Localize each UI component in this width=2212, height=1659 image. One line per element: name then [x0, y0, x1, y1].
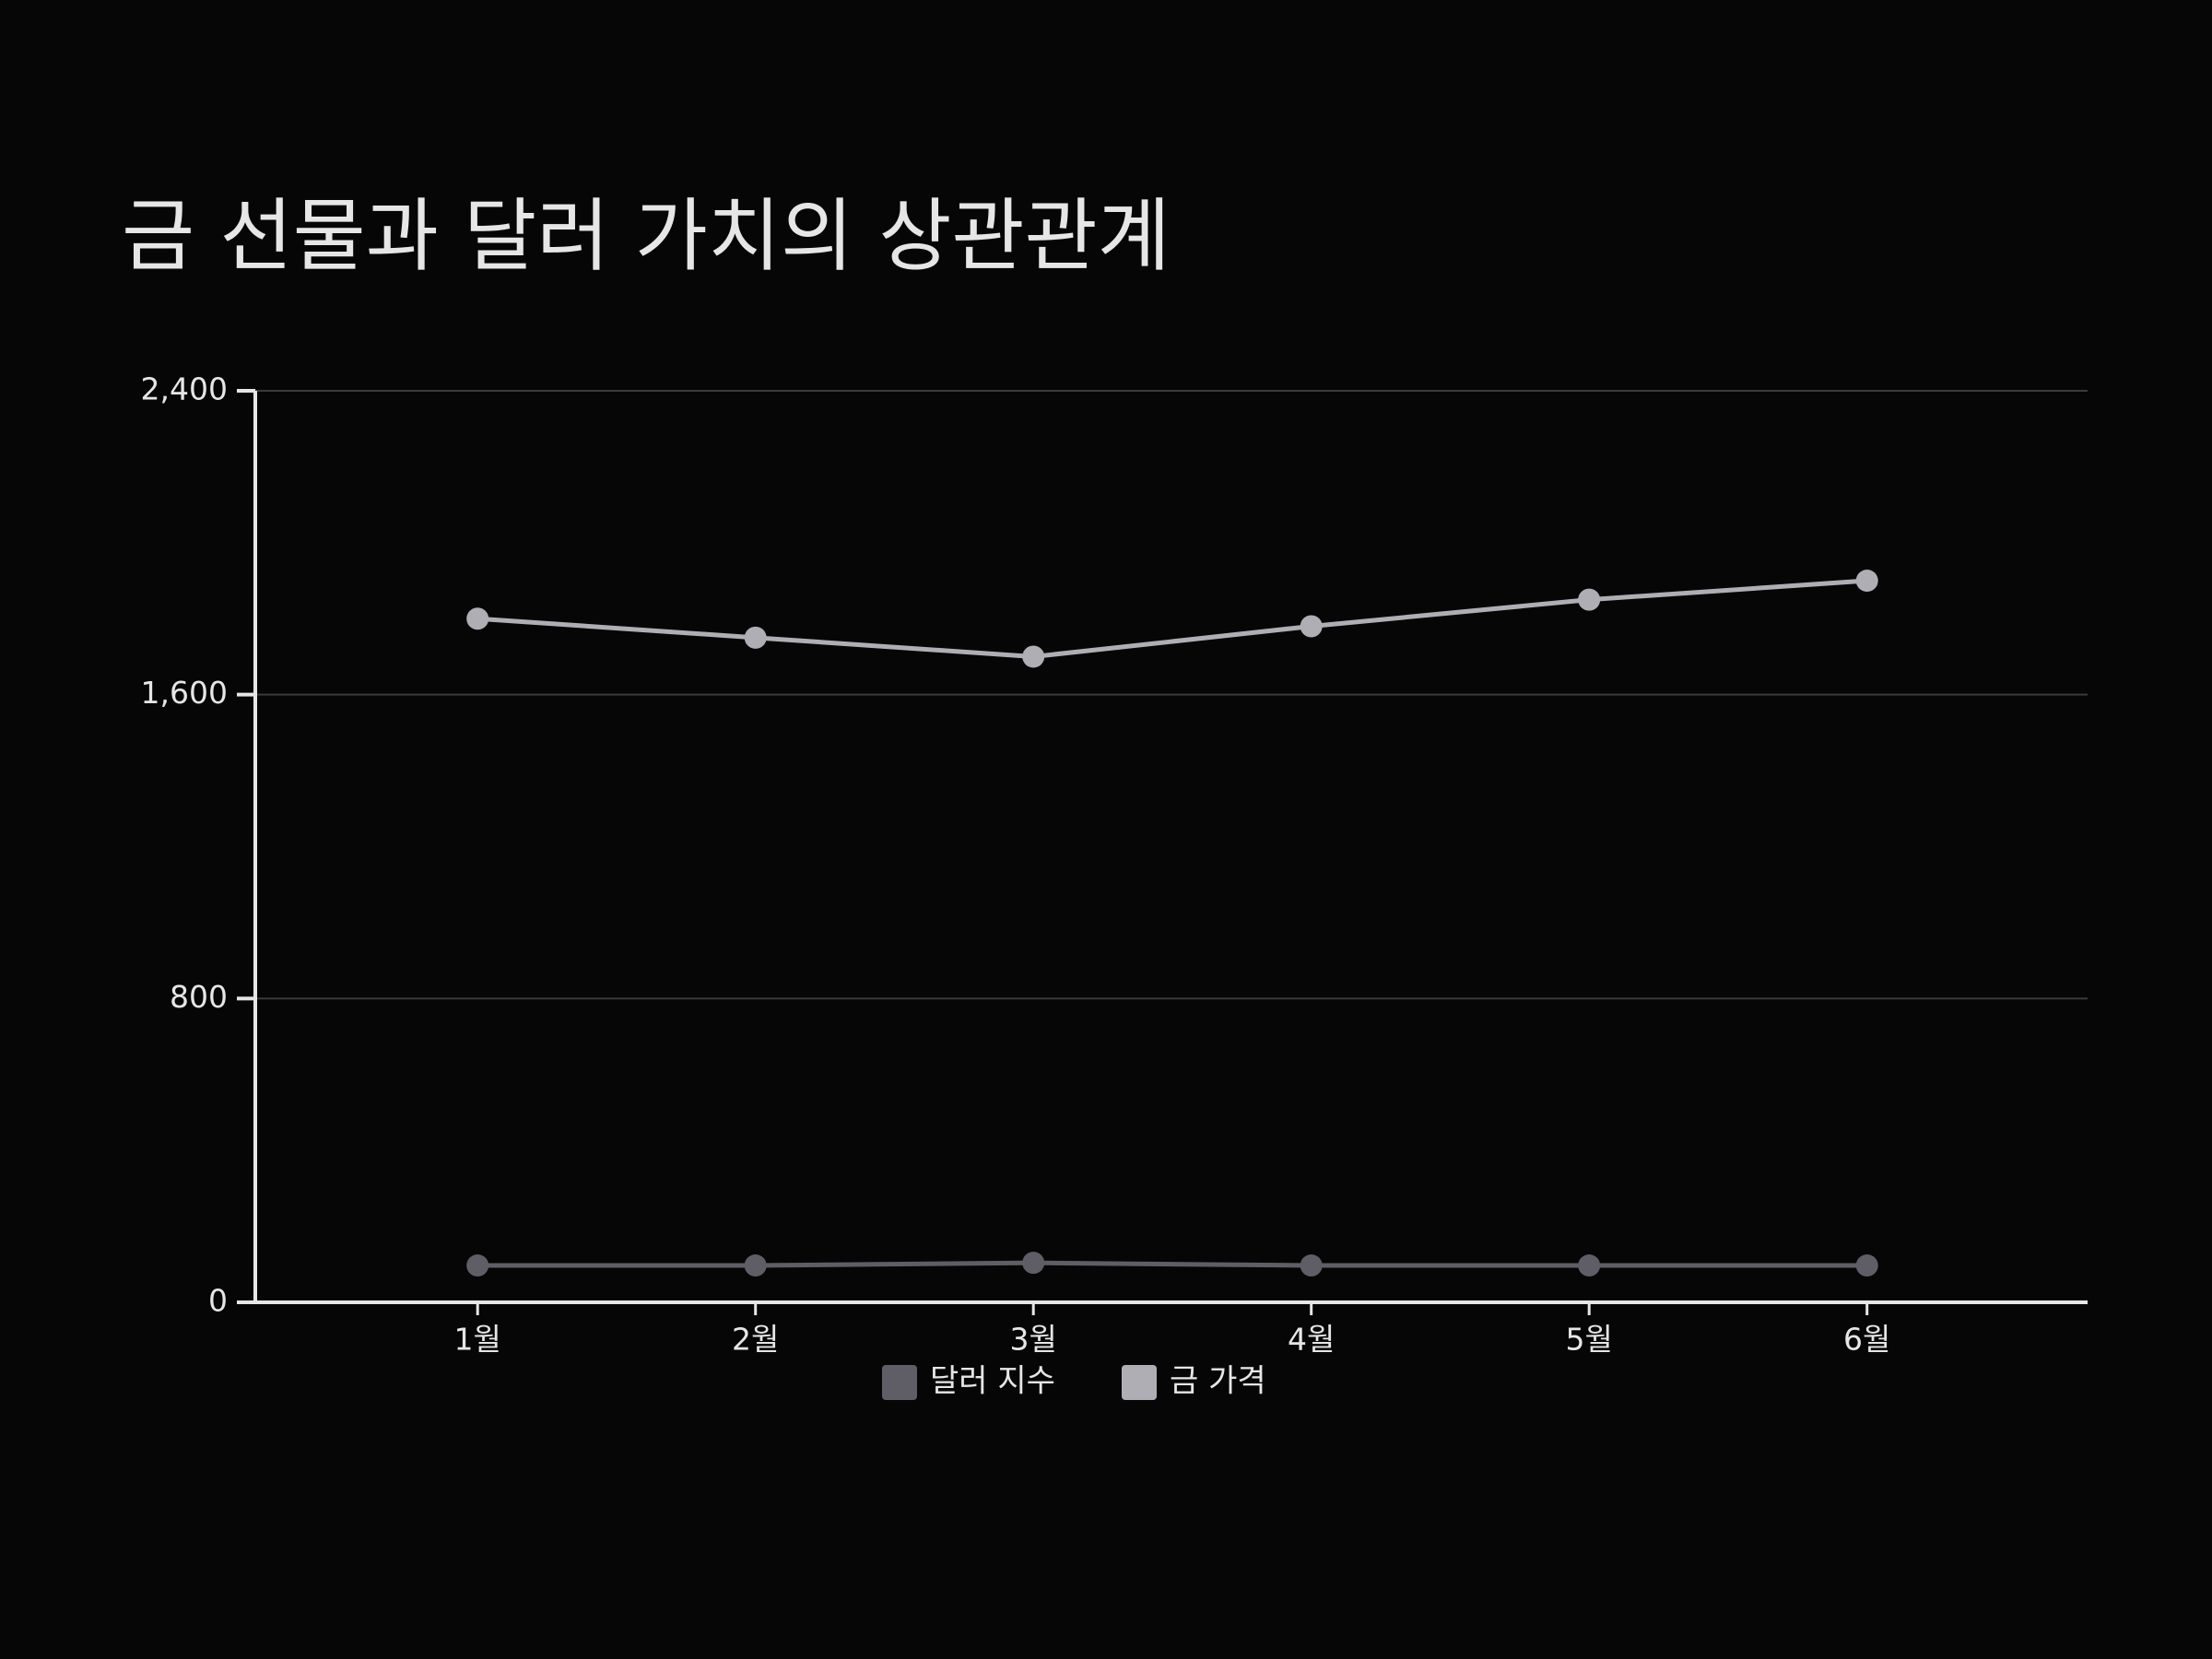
point: [1855, 1254, 1878, 1277]
y-tick-label: 0: [208, 1283, 228, 1319]
x-tick-label: 4월: [1288, 1322, 1335, 1358]
point: [1022, 645, 1045, 668]
legend-swatch: [882, 1365, 917, 1400]
point: [1578, 1254, 1601, 1277]
point: [1300, 615, 1323, 638]
x-tick-label: 5월: [1566, 1322, 1613, 1358]
x-tick-label: 1월: [454, 1322, 501, 1358]
x-tick-label: 6월: [1843, 1322, 1890, 1358]
x-tick-label: 3월: [1010, 1322, 1057, 1358]
point: [1855, 570, 1878, 593]
point: [466, 1254, 489, 1277]
point: [744, 1254, 767, 1277]
legend-label: 금 가격: [1170, 1363, 1266, 1400]
chart-title: 금 선물과 달러 가치의 상관관계: [122, 190, 1171, 282]
series-line: [477, 1260, 1867, 1268]
legend-swatch: [1122, 1365, 1157, 1400]
y-tick-label: 2,400: [141, 371, 228, 407]
y-tick-label: 1,600: [141, 675, 228, 711]
series-line: [477, 578, 1867, 659]
legend-label: 달러 지수: [930, 1363, 1055, 1400]
point: [744, 626, 767, 649]
point: [1300, 1254, 1323, 1277]
point: [1578, 588, 1601, 611]
point: [1022, 1252, 1045, 1275]
x-tick-label: 2월: [732, 1322, 779, 1358]
y-tick-label: 800: [170, 979, 228, 1015]
point: [466, 607, 489, 630]
